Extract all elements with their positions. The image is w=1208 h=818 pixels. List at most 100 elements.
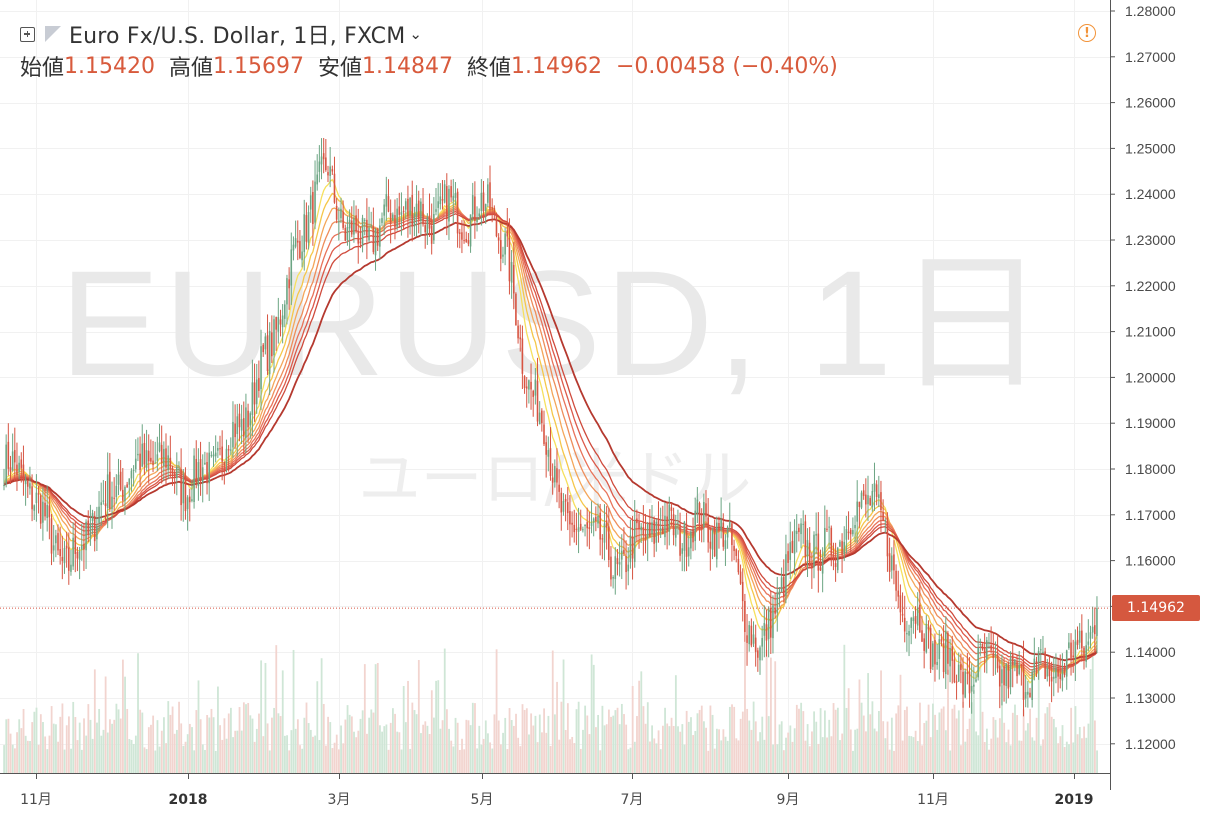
volume-bar: [458, 749, 461, 773]
candle-body: [374, 229, 377, 256]
volume-bar: [7, 718, 10, 773]
candle-body: [299, 241, 301, 259]
candle-body: [122, 489, 124, 501]
volume-bar: [966, 728, 969, 773]
volume-bar: [22, 708, 25, 773]
volume-bar: [692, 735, 695, 773]
volume-bar: [50, 706, 53, 773]
candle-body: [1085, 645, 1087, 662]
volume-bar: [309, 729, 312, 773]
volume-bar: [411, 702, 414, 773]
volume-bar: [934, 714, 936, 773]
alert-circle-icon[interactable]: !: [1078, 24, 1096, 42]
candle-body: [895, 570, 897, 591]
candle-body: [199, 459, 202, 481]
candle-body: [124, 486, 126, 501]
candle-body: [156, 454, 159, 461]
volume-bar: [599, 750, 602, 773]
candle-body: [385, 194, 388, 207]
volume-bar: [299, 745, 301, 773]
candle-body: [424, 225, 426, 233]
plus-square-icon[interactable]: [20, 26, 35, 42]
candle-body: [599, 512, 601, 540]
price-axis[interactable]: 1.28000 1.27000 1.26000 1.25000 1.24000 1.230…: [1110, 3, 1176, 752]
volume-bar: [860, 702, 863, 773]
candle-body: [1074, 641, 1077, 660]
candle-body: [532, 390, 534, 397]
volume-bar: [236, 730, 239, 773]
volume-bar: [836, 707, 839, 773]
volume-bar: [147, 727, 150, 773]
volume-bar: [785, 737, 787, 773]
volume-bar: [936, 729, 939, 773]
candle-body: [184, 476, 187, 512]
candle-body: [338, 221, 340, 223]
volume-bar: [821, 737, 824, 773]
volume-bar: [171, 706, 174, 773]
volume-bar: [752, 701, 755, 773]
candle-body: [126, 484, 128, 488]
candle-body: [813, 534, 815, 568]
volume-bar: [487, 733, 489, 773]
time-tick-label: 7月: [621, 792, 644, 808]
volume-bar: [577, 701, 580, 773]
candle-body: [55, 535, 57, 544]
volume-bar: [1096, 750, 1098, 773]
volume-bar: [286, 735, 288, 773]
candle-body: [735, 549, 738, 556]
candle-body: [333, 173, 336, 203]
symbol-title-row: Euro Fx/U.S. Dollar, 1日, FXCM ⌄: [20, 18, 852, 50]
volume-bar: [178, 701, 180, 773]
candle-body: [206, 462, 208, 484]
candle-body: [1076, 639, 1079, 645]
volume-bar: [754, 721, 757, 773]
volume-bar: [204, 749, 206, 773]
volume-bar: [39, 714, 42, 773]
volume-bar: [800, 702, 803, 773]
volume-bar: [899, 674, 902, 773]
candle-body: [31, 486, 33, 510]
volume-bar: [610, 716, 612, 773]
candle-body: [832, 554, 835, 560]
candle-body: [733, 545, 735, 552]
symbol-title[interactable]: Euro Fx/U.S. Dollar, 1日, FXCM: [69, 24, 406, 49]
volume-bar: [716, 728, 718, 773]
price-tick-label: 1.27000: [1125, 49, 1176, 65]
candle-body: [975, 679, 977, 682]
candle-body: [996, 655, 999, 669]
candle-body: [372, 226, 375, 253]
volume-bar: [687, 721, 690, 773]
flag-icon[interactable]: [45, 26, 61, 42]
volume-bar: [266, 723, 269, 773]
volume-bar: [960, 745, 962, 773]
candlesticks: [3, 137, 1098, 717]
candle-body: [100, 502, 102, 506]
volume-bar: [422, 724, 425, 773]
volume-bar: [456, 722, 459, 773]
candle-body: [614, 556, 617, 580]
candle-body: [852, 530, 854, 535]
candle-body: [582, 529, 584, 531]
volume-bar: [346, 705, 349, 773]
candle-body: [636, 518, 638, 524]
chevron-down-icon[interactable]: ⌄: [409, 25, 422, 43]
volume-bar: [314, 735, 317, 773]
volume-bar: [582, 729, 584, 773]
volume-bar: [253, 741, 256, 773]
volume-bar: [815, 721, 818, 773]
candle-body: [973, 684, 975, 687]
candle-body: [718, 522, 720, 530]
time-axis[interactable]: 11月 2018 3月 5月 7月 9月 11月 2019: [20, 773, 1093, 808]
volume-bar: [223, 718, 226, 773]
volume-bar: [735, 738, 738, 773]
candle-body: [1070, 642, 1072, 658]
candle-body: [970, 685, 973, 692]
candle-body: [76, 551, 79, 559]
volume-bar: [1057, 743, 1060, 773]
volume-bar: [830, 736, 833, 773]
candle-body: [951, 646, 954, 661]
candle-body: [44, 502, 46, 517]
volume-bar: [642, 706, 645, 773]
